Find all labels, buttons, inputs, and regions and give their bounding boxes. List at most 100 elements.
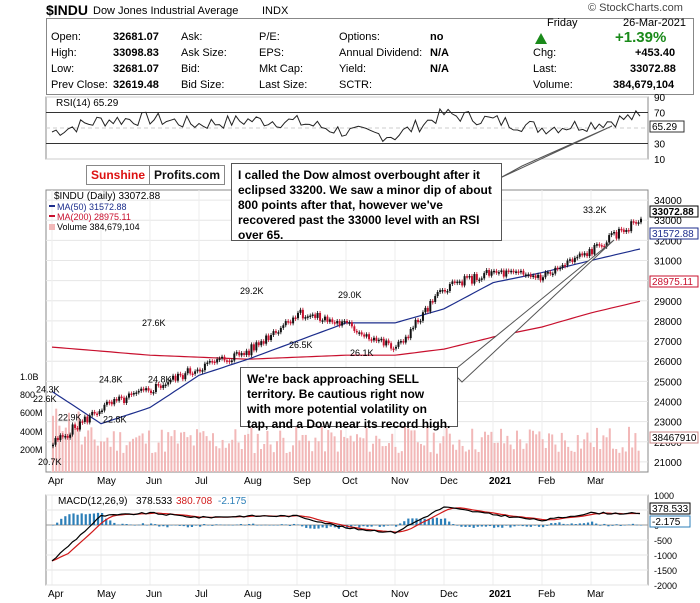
volume-bar (132, 438, 134, 472)
volume-bar (426, 426, 429, 472)
macd-hist-bar (109, 520, 112, 525)
candle-body (456, 281, 459, 284)
candle-body (123, 397, 126, 404)
macd-hist-bar (80, 513, 83, 525)
candle-body (387, 340, 390, 344)
date-label: 26-Mar-2021 (623, 17, 686, 29)
volume-bar (375, 435, 378, 472)
volume-bar (212, 433, 214, 472)
volume-bar (346, 438, 349, 472)
candle-body (154, 383, 157, 393)
candle-body (395, 346, 397, 349)
candle-body (564, 264, 567, 267)
volume-bar (544, 447, 547, 472)
macd-hist-bar (578, 523, 581, 525)
exchange-label: INDX (262, 5, 289, 17)
volume-bar (96, 445, 99, 472)
macd-hist-bar (452, 524, 455, 525)
candle-body (419, 320, 422, 323)
candle-body (372, 337, 375, 341)
volume-bar (448, 433, 451, 472)
volume-bar (189, 435, 192, 472)
macd-hist-bar (631, 523, 635, 525)
candle-body (542, 277, 544, 281)
macd-hist-bar (403, 521, 406, 525)
month-label: Feb (538, 589, 556, 600)
volume-tick-label: 200M (20, 445, 43, 455)
month-label: Mar (587, 476, 605, 487)
candle-body (260, 341, 263, 346)
brand-part2: Profits.com (154, 168, 221, 182)
volume-bar (298, 440, 301, 472)
macd-hist-bar (341, 525, 345, 527)
last-label: Last: (533, 63, 557, 75)
macd-hist-bar (162, 525, 165, 527)
candle-body (568, 259, 571, 261)
candle-body (314, 314, 317, 318)
prev-close-label: Prev Close: (51, 79, 108, 91)
candle-body (522, 270, 525, 275)
candle-body (461, 281, 464, 286)
rsi-value-box (649, 120, 685, 133)
candle-body (54, 438, 57, 445)
candle-body (181, 375, 184, 380)
brand-part1: Sunshine (87, 166, 151, 184)
candle-body (225, 360, 228, 362)
macd-hist-bar (268, 525, 271, 526)
ma50-box (649, 227, 699, 240)
candle-body (64, 435, 67, 438)
volume-bar (266, 430, 269, 472)
candle-body (444, 289, 446, 292)
volume-bar (541, 439, 544, 472)
price-annotation: 26.5K (289, 340, 313, 350)
macd-hist-bar (313, 525, 316, 529)
volume-bar (528, 429, 531, 472)
macd-hist-bar (627, 524, 630, 526)
macd-hist-bar (84, 514, 87, 525)
macd-hist-bar (52, 525, 55, 526)
candle-body (466, 276, 469, 278)
volume-bar (269, 444, 272, 472)
macd-hist-bar (137, 524, 140, 526)
volume-bar (240, 449, 243, 472)
volume-bar (400, 451, 403, 472)
candle-body (470, 275, 473, 284)
candle-body (380, 338, 383, 341)
candle-body (252, 344, 255, 351)
macd-hist-bar (215, 524, 218, 525)
volume-bar (122, 452, 125, 472)
sctr-label: SCTR: (339, 79, 372, 91)
candle-body (243, 353, 246, 355)
candle-body (534, 275, 537, 278)
candle-body (245, 350, 248, 355)
month-axis-price: Apr May Jun Jul Aug Sep Oct Nov Dec 2021 Feb Mar (48, 476, 605, 487)
month-label: Oct (342, 589, 358, 600)
volume-bar (68, 412, 70, 472)
volume-bar (180, 432, 182, 472)
volume-bar (84, 436, 86, 472)
candle-body (115, 399, 118, 401)
macd-hist-bar (141, 523, 145, 525)
pe-label: P/E: (259, 31, 280, 43)
macd-hist-bar (558, 522, 561, 525)
candle-body (150, 390, 152, 393)
volume-bar (480, 437, 483, 472)
volume-bar (151, 452, 154, 472)
candle-body (203, 363, 206, 371)
volume-value: 384,679,104 (613, 79, 675, 91)
volume-bar (519, 439, 522, 472)
price-annotation: 29.0K (338, 290, 362, 300)
candle-body (507, 270, 510, 273)
macd-hist-bar (550, 523, 553, 525)
macd-hist-bar (211, 525, 214, 526)
low-label: Low: (51, 63, 75, 75)
candle-body (510, 270, 513, 273)
volume-bar (551, 434, 554, 472)
candle-body (284, 321, 287, 326)
month-label: Nov (391, 589, 409, 600)
macd-legend-name: MACD(12,26,9) (58, 496, 127, 507)
macd-hist-bar (113, 522, 116, 525)
volume-bar (186, 437, 189, 472)
volume-bar (573, 451, 576, 472)
volume-bar (250, 427, 253, 472)
